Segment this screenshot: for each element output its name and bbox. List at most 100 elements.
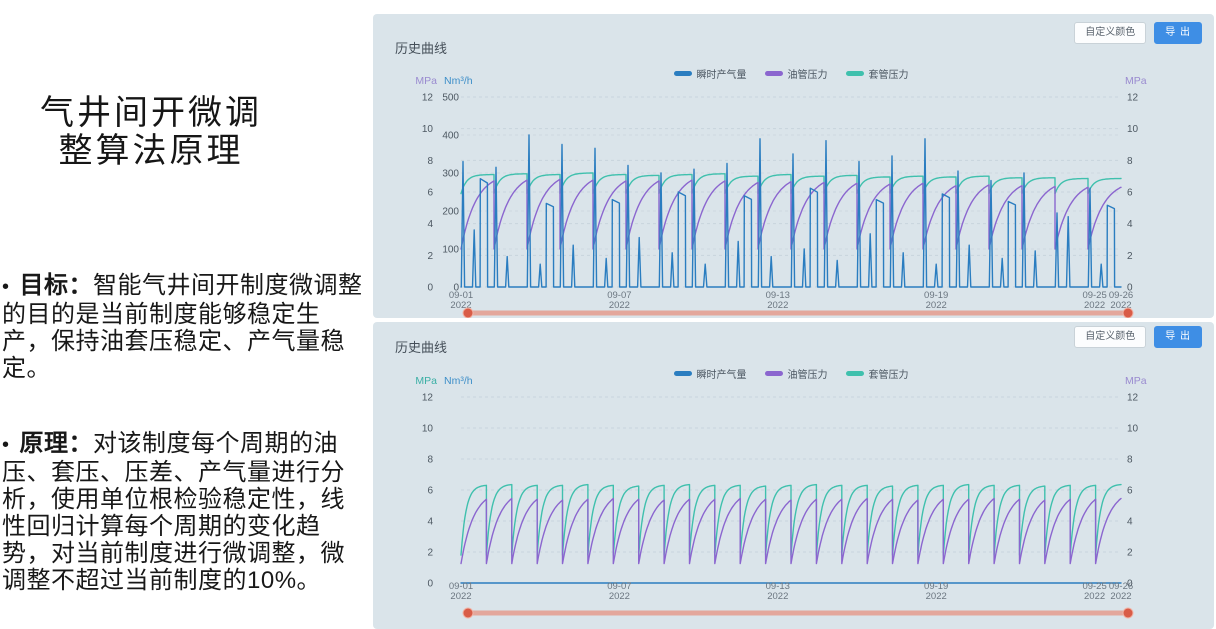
axis-tick-label: 10 — [1127, 424, 1139, 435]
bullet-principle: • 原理：对该制度每个周期的油压、套压、压差、产气量进行分析，使用单位根检验稳定性… — [2, 430, 368, 594]
customize-color-button[interactable]: 自定义颜色 — [1074, 326, 1147, 348]
x-axis-tick-label: 09-07 — [607, 290, 631, 301]
datazoom-handle-right[interactable] — [1122, 307, 1134, 318]
bullet-goal-text: 智能气井间开制度微调整的目的是当前制度能够稳定生产，保持油套压稳定、产气量稳定。 — [2, 272, 363, 382]
x-axis-tick-label: 2022 — [1084, 300, 1105, 311]
legend-item-casing-pressure[interactable]: 套管压力 — [845, 66, 909, 81]
axis-tick-label: 6 — [427, 188, 433, 199]
panel-title: 历史曲线 — [395, 340, 448, 355]
axis-tick-label: 12 — [422, 393, 434, 404]
x-axis-tick-label: 09-01 — [449, 581, 473, 592]
bullet-principle-text: 对该制度每个周期的油压、套压、压差、产气量进行分析，使用单位根检验稳定性，线性回… — [2, 430, 345, 594]
axis-tick-label: 10 — [422, 124, 434, 135]
page-title-line2: 整算法原理 — [58, 131, 244, 171]
series-line-pressure-1 — [460, 497, 1122, 565]
legend-item-tubing-pressure[interactable]: 油管压力 — [764, 366, 828, 381]
panel-toolbar: 自定义颜色 导 出 — [1074, 326, 1202, 348]
axis-tick-label: 2 — [1127, 548, 1133, 559]
datazoom-handle-right[interactable] — [1122, 607, 1134, 619]
export-button[interactable]: 导 出 — [1154, 22, 1202, 44]
x-axis-tick-label: 2022 — [926, 591, 947, 602]
x-axis-tick-label: 09-19 — [924, 290, 948, 301]
legend-item-gas-rate[interactable]: 瞬时产气量 — [673, 66, 747, 81]
x-axis-tick-label: 09-19 — [924, 581, 948, 592]
x-axis-tick-label: 09-01 — [449, 290, 473, 301]
axis-tick-label: 8 — [427, 156, 433, 167]
x-axis-tick-label: 2022 — [1110, 591, 1131, 602]
bullet-goal-label: 目标： — [19, 272, 94, 299]
customize-color-button[interactable]: 自定义颜色 — [1074, 22, 1147, 44]
legend-label: 瞬时产气量 — [696, 370, 747, 381]
chart-legend: 瞬时产气量 油管压力 套管压力 — [461, 66, 1121, 81]
axis-tick-label: 4 — [1127, 517, 1133, 528]
axis-tick-label: 0 — [453, 283, 459, 294]
x-axis-tick-label: 2022 — [767, 591, 788, 602]
legend-item-casing-pressure[interactable]: 套管压力 — [845, 366, 909, 381]
axis-tick-label: 4 — [427, 517, 433, 528]
axis-tick-label: 0 — [427, 579, 433, 590]
axis-tick-label: 4 — [427, 219, 433, 230]
left-pressure-axis-label: MPa — [415, 375, 437, 387]
left-flow-axis-label: Nm³/h — [444, 375, 473, 387]
legend-item-gas-rate[interactable]: 瞬时产气量 — [673, 366, 747, 381]
datazoom-track[interactable] — [468, 610, 1128, 616]
x-axis-tick-label: 2022 — [1110, 300, 1131, 311]
axis-tick-label: 8 — [427, 455, 433, 466]
datazoom-track[interactable] — [468, 310, 1128, 316]
page-title-line1: 气井间开微调 — [40, 93, 262, 133]
history-panel-bottom: 历史曲线 自定义颜色 导 出 瞬时产气量 油管压力 套管压力 12 10 8 6 4 2 0… — [373, 322, 1214, 629]
x-axis-tick-label: 2022 — [767, 300, 788, 311]
axis-tick-label: 12 — [422, 93, 434, 104]
legend-label: 油管压力 — [787, 70, 828, 81]
x-axis-tick-label: 09-13 — [766, 581, 790, 592]
x-axis-tick-label: 2022 — [450, 591, 471, 602]
legend-label: 套管压力 — [868, 370, 909, 381]
legend-item-tubing-pressure[interactable]: 油管压力 — [764, 66, 828, 81]
series-line-pressure-1 — [460, 178, 1122, 250]
history-panel-top: 历史曲线 自定义颜色 导 出 瞬时产气量 油管压力 套管压力 12 10 8 6 4 2 0… — [373, 14, 1214, 318]
legend-swatch-purple — [764, 371, 783, 376]
panel-title: 历史曲线 — [395, 41, 448, 56]
axis-tick-label: 400 — [442, 131, 459, 142]
legend-swatch-teal — [845, 371, 864, 376]
x-axis-tick-label: 09-26 — [1109, 581, 1133, 592]
page-title: 气井间开微调 整算法原理 — [0, 94, 302, 170]
axis-tick-label: 10 — [422, 424, 434, 435]
axis-tick-label: 12 — [1127, 393, 1139, 404]
axis-tick-label: 2 — [427, 548, 433, 559]
bullet-dot: • — [2, 276, 10, 298]
legend-swatch-blue — [673, 71, 692, 76]
legend-label: 瞬时产气量 — [696, 70, 747, 81]
axis-tick-label: 10 — [1127, 124, 1139, 135]
bullet-principle-label: 原理： — [19, 430, 94, 457]
axis-tick-label: 300 — [442, 169, 459, 180]
x-axis-tick-label: 2022 — [609, 300, 630, 311]
axis-tick-label: 2 — [1127, 251, 1133, 262]
axis-tick-label: 6 — [1127, 188, 1133, 199]
left-pressure-axis-label: MPa — [415, 75, 437, 87]
bullet-goal: • 目标：智能气井间开制度微调整的目的是当前制度能够稳定生产，保持油套压稳定、产气… — [2, 272, 368, 382]
series-line-flow-0 — [460, 134, 1122, 288]
axis-tick-label: 8 — [1127, 455, 1133, 466]
x-axis-tick-label: 09-13 — [766, 290, 790, 301]
axis-tick-label: 0 — [1127, 579, 1133, 590]
axis-tick-label: 2 — [427, 251, 433, 262]
x-axis-tick-label: 2022 — [926, 300, 947, 311]
datazoom-handle-left[interactable] — [462, 307, 474, 318]
x-axis-tick-label: 09-07 — [607, 581, 631, 592]
x-axis-tick-label: 2022 — [609, 591, 630, 602]
axis-tick-label: 12 — [1127, 93, 1139, 104]
axis-tick-label: 200 — [442, 207, 459, 218]
legend-label: 套管压力 — [868, 70, 909, 81]
legend-label: 油管压力 — [787, 370, 828, 381]
x-axis-tick-label: 2022 — [450, 300, 471, 311]
datazoom-handle-left[interactable] — [462, 607, 474, 619]
axis-tick-label: 6 — [1127, 486, 1133, 497]
x-axis-tick-label: 09-26 — [1109, 290, 1133, 301]
axis-tick-label: 0 — [1127, 283, 1133, 294]
axis-tick-label: 500 — [442, 93, 459, 104]
legend-swatch-teal — [845, 71, 864, 76]
x-axis-tick-label: 2022 — [1084, 591, 1105, 602]
export-button[interactable]: 导 出 — [1154, 326, 1202, 348]
